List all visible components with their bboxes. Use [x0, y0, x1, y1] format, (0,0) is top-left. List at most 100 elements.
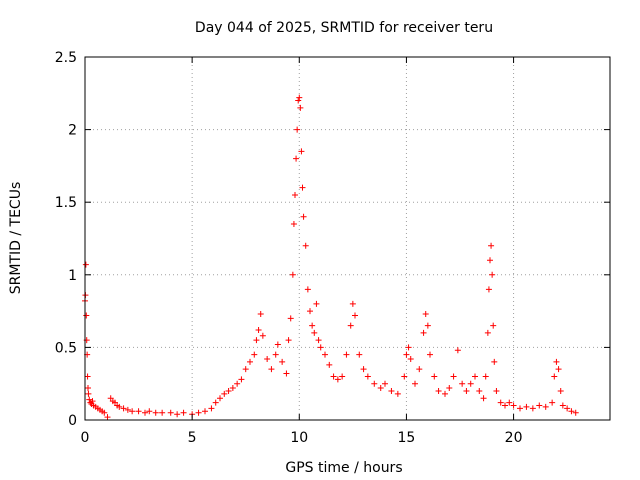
y-tick-label: 1: [68, 268, 77, 284]
data-point: [285, 337, 292, 344]
data-point: [296, 94, 303, 101]
data-point: [251, 351, 258, 358]
data-point: [450, 373, 457, 380]
data-point: [412, 380, 418, 387]
data-point: [407, 356, 414, 363]
data-point: [82, 261, 89, 268]
data-point: [167, 409, 174, 416]
data-point: [225, 387, 232, 394]
y-axis-ticks: 0 0.5 1 1.5 2 2.5: [55, 50, 610, 429]
data-point: [283, 370, 290, 377]
data-point: [343, 351, 350, 358]
data-point: [564, 405, 571, 412]
data-point: [257, 311, 264, 318]
data-point: [309, 322, 316, 329]
data-point: [442, 390, 448, 397]
data-point: [356, 351, 363, 358]
data-point: [394, 390, 401, 397]
data-point: [83, 312, 90, 319]
data-point: [568, 408, 575, 415]
y-tick-label: 0.5: [55, 340, 77, 356]
grid-lines: [85, 57, 610, 420]
data-point: [364, 373, 371, 380]
data-point: [307, 308, 313, 315]
data-point: [559, 402, 566, 409]
data-point: [572, 409, 579, 416]
data-point: [104, 414, 111, 421]
data-point: [174, 411, 181, 418]
data-point: [480, 395, 487, 402]
data-point: [349, 300, 356, 307]
y-tick-label: 0: [68, 413, 77, 429]
data-point: [299, 184, 306, 191]
data-point: [135, 408, 142, 415]
data-point: [234, 380, 241, 387]
data-point: [85, 385, 91, 392]
data-point: [493, 387, 500, 394]
x-tick-label: 10: [290, 430, 308, 446]
data-point: [302, 242, 309, 249]
data-point: [482, 373, 489, 380]
data-point: [129, 408, 136, 415]
data-point: [416, 366, 423, 373]
data-point: [360, 366, 367, 373]
data-point: [101, 409, 108, 416]
data-point: [180, 409, 187, 416]
data-point: [293, 155, 300, 162]
data-point: [259, 332, 266, 339]
data-point: [195, 409, 202, 416]
chart-title: Day 044 of 2025, SRMTID for receiver ter…: [195, 20, 493, 36]
data-point: [326, 361, 333, 368]
data-point: [313, 300, 320, 307]
data-point: [297, 104, 304, 111]
data-point: [294, 126, 301, 133]
data-point: [517, 405, 523, 412]
data-point: [542, 403, 549, 410]
data-point: [146, 408, 153, 415]
data-point: [229, 385, 236, 392]
y-axis-label: SRMTID / TECUs: [8, 182, 24, 295]
data-point: [352, 312, 358, 319]
data-point: [388, 387, 395, 394]
data-point: [298, 148, 305, 155]
data-point: [510, 402, 517, 409]
data-point: [84, 373, 91, 380]
data-point: [120, 405, 127, 412]
data-point: [142, 409, 148, 416]
data-point: [424, 322, 431, 329]
data-point: [454, 347, 461, 354]
data-point: [549, 399, 556, 406]
data-point: [212, 399, 219, 406]
data-point: [247, 358, 253, 365]
y-tick-label: 1.5: [55, 195, 77, 211]
data-point: [221, 390, 228, 397]
data-point: [476, 387, 483, 394]
data-point: [555, 366, 562, 373]
data-point: [459, 380, 466, 387]
data-point: [208, 405, 215, 412]
plot-frame: [84, 56, 611, 421]
data-point: [472, 373, 478, 380]
data-point: [279, 358, 286, 365]
data-point: [403, 351, 410, 358]
data-point: [431, 373, 438, 380]
data-point: [304, 286, 311, 293]
data-point: [463, 387, 470, 394]
data-point: [274, 341, 281, 348]
data-point: [85, 390, 92, 397]
data-point: [255, 326, 262, 333]
data-point: [427, 351, 433, 358]
x-axis-label: GPS time / hours: [285, 460, 402, 476]
data-point: [502, 402, 508, 409]
data-point: [347, 322, 354, 329]
data-point: [264, 356, 271, 363]
data-point: [371, 380, 378, 387]
data-point: [484, 329, 491, 336]
data-point: [420, 329, 427, 336]
data-point: [253, 337, 260, 344]
data-point: [551, 373, 558, 380]
x-tick-label: 0: [81, 430, 90, 446]
data-point: [490, 322, 497, 329]
